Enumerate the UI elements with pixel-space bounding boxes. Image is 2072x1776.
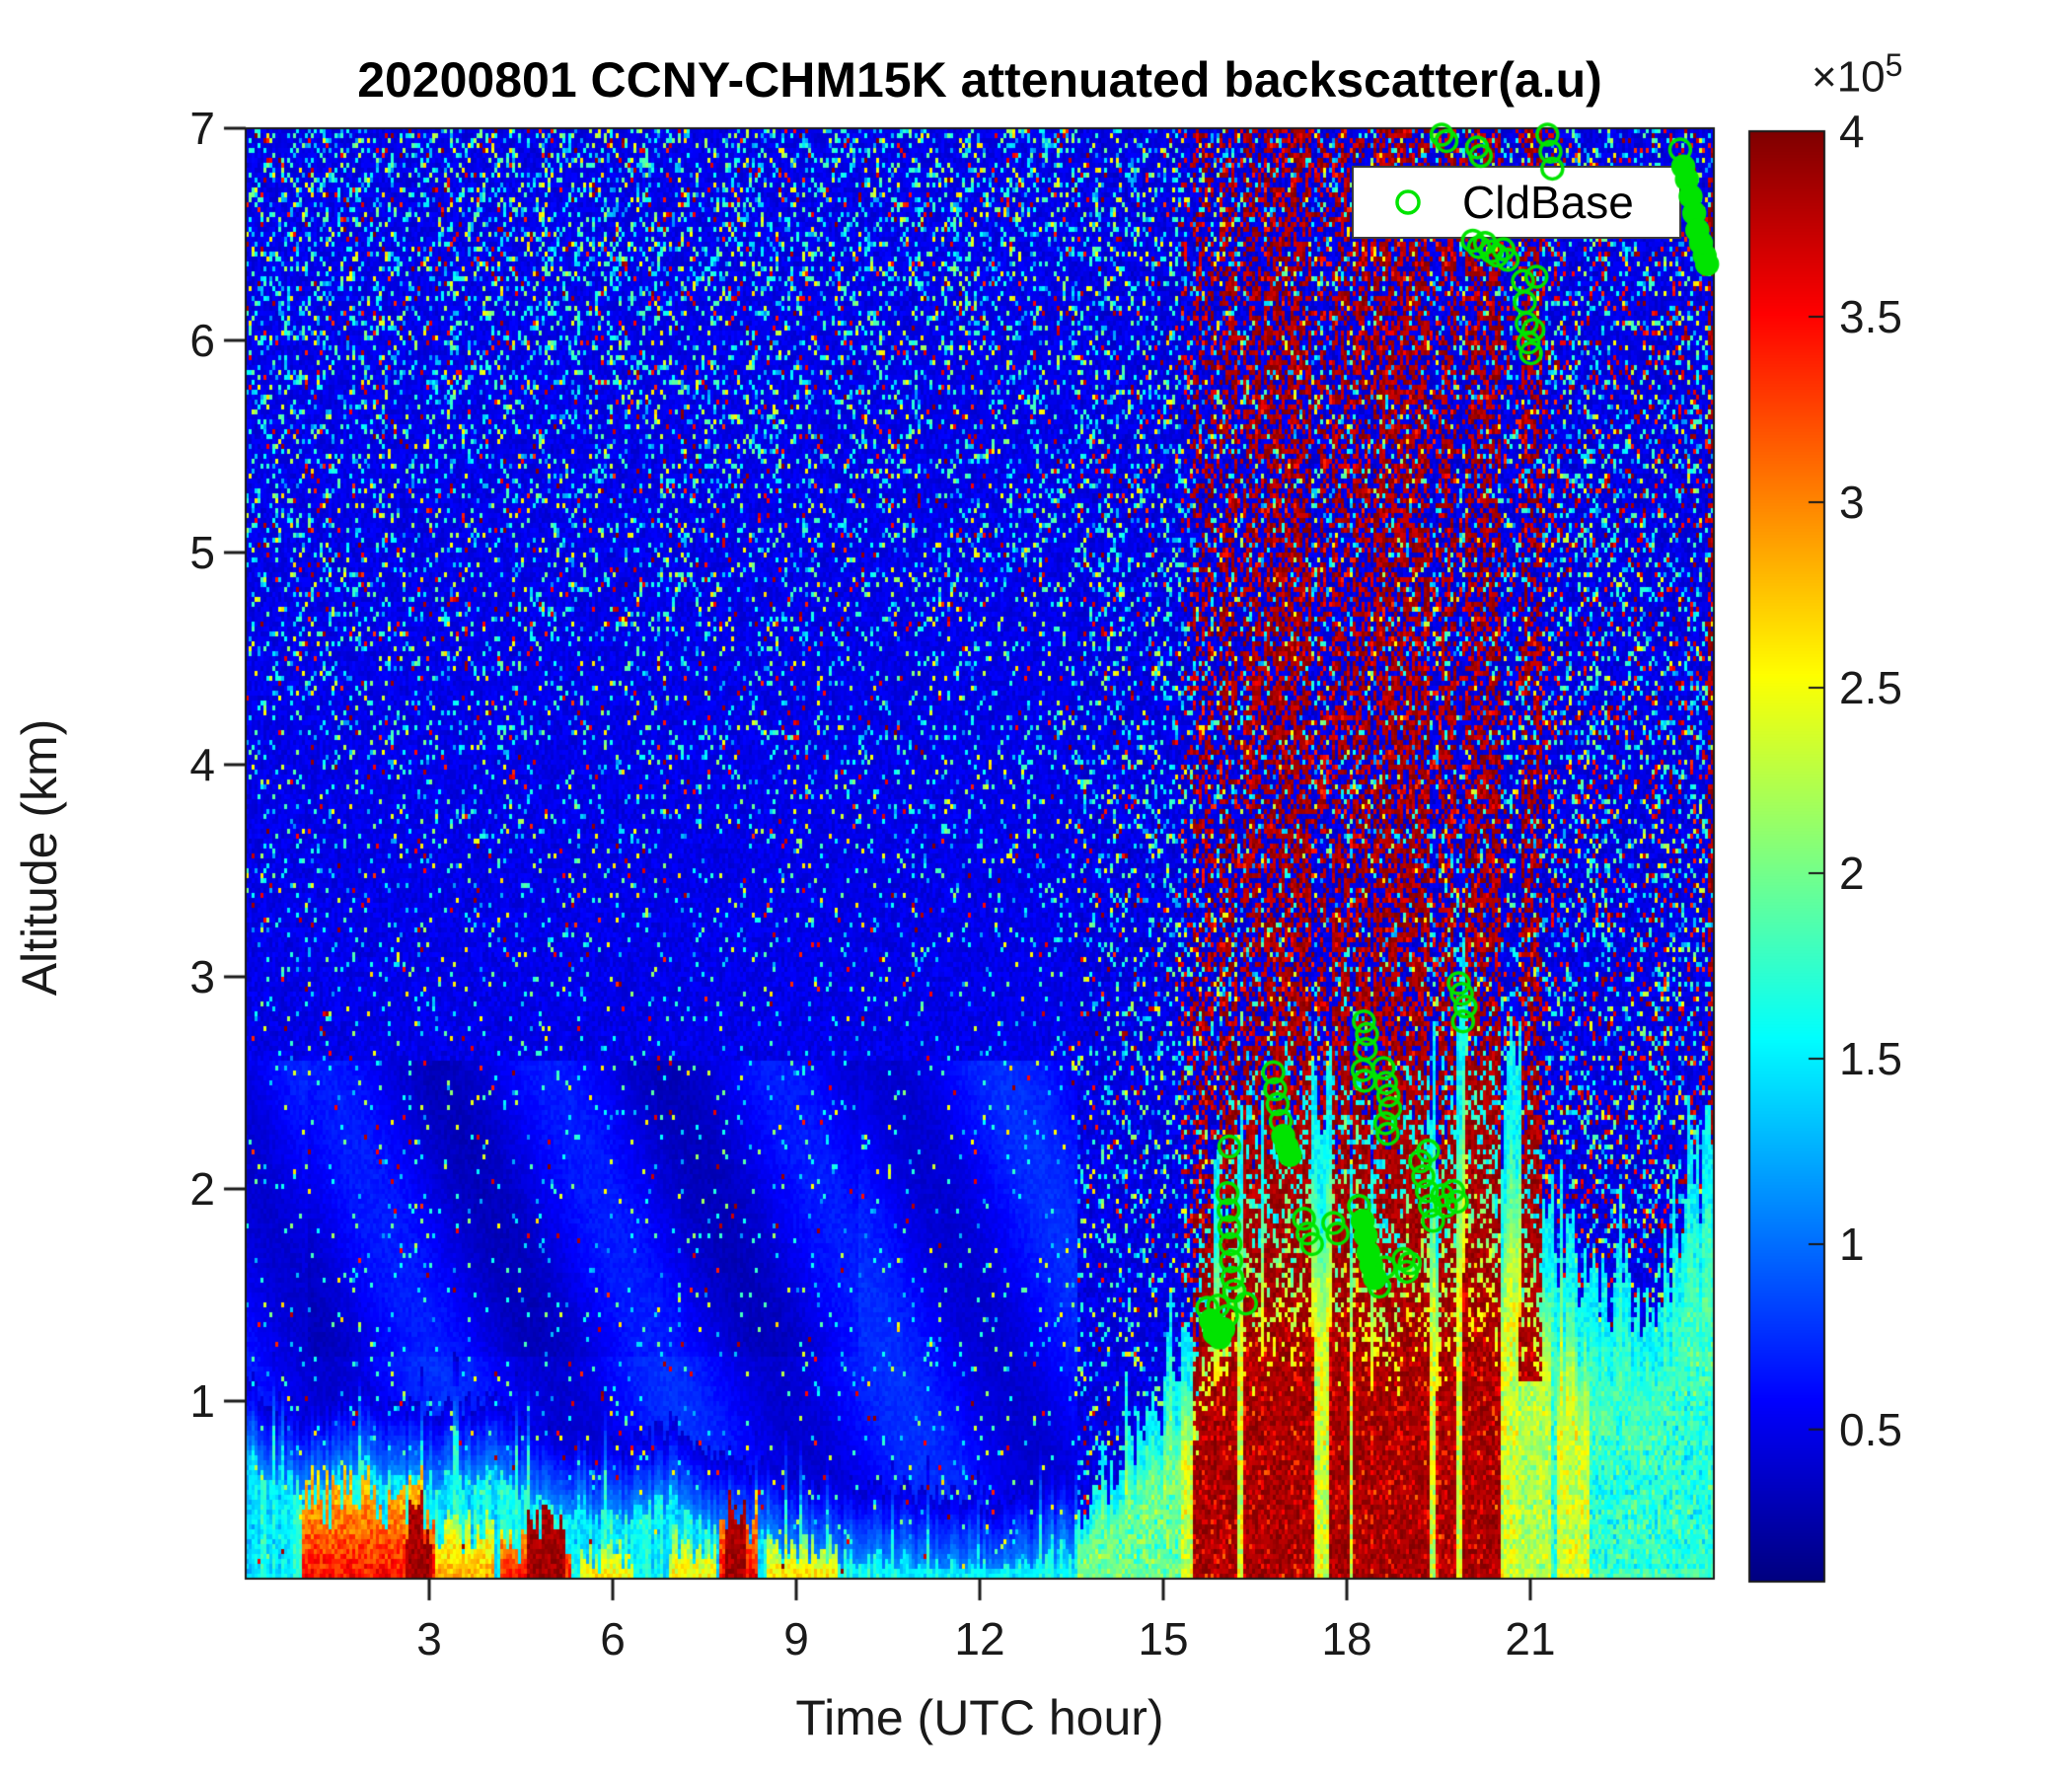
legend-label: CldBase (1462, 177, 1634, 228)
chart-title: 20200801 CCNY-CHM15K attenuated backscat… (357, 52, 1602, 108)
colorbar-exponent: 5 (1885, 47, 1903, 83)
y-tick-label: 6 (189, 315, 215, 367)
colorbar-tick-label: 4 (1839, 106, 1865, 157)
x-tick-label: 12 (954, 1613, 1005, 1665)
y-tick-label: 2 (189, 1163, 215, 1216)
y-tick-label: 5 (189, 527, 215, 579)
y-tick-label: 3 (189, 951, 215, 1003)
colorbar-tick-label: 0.5 (1839, 1403, 1902, 1455)
legend-box: CldBase (1352, 166, 1681, 239)
colorbar-tick-label: 3 (1839, 476, 1865, 528)
colorbar-tick-label: 2 (1839, 847, 1865, 899)
y-tick-label: 1 (189, 1375, 215, 1428)
colorbar-tick-label: 1.5 (1839, 1032, 1902, 1084)
colorbar-tick-label: 3.5 (1839, 290, 1902, 342)
colorbar-multiplier: ×10 (1812, 52, 1886, 102)
y-tick-label: 4 (189, 739, 215, 791)
x-axis-label: Time (UTC hour) (795, 1690, 1164, 1745)
y-axis-label: Altitude (km) (12, 718, 67, 997)
x-tick-label: 21 (1505, 1613, 1556, 1665)
x-tick-label: 18 (1321, 1613, 1372, 1665)
x-tick-label: 9 (783, 1613, 809, 1665)
x-tick-label: 3 (416, 1613, 442, 1665)
x-tick-label: 15 (1138, 1613, 1189, 1665)
colorbar-tick-label: 2.5 (1839, 661, 1902, 713)
x-tick-label: 6 (600, 1613, 626, 1665)
colorbar-exponent-label: ×105 (1812, 47, 1902, 103)
y-tick-label: 7 (189, 103, 215, 155)
colorbar-tick-label: 1 (1839, 1218, 1865, 1270)
cloud-base-marker-icon (1354, 185, 1462, 219)
